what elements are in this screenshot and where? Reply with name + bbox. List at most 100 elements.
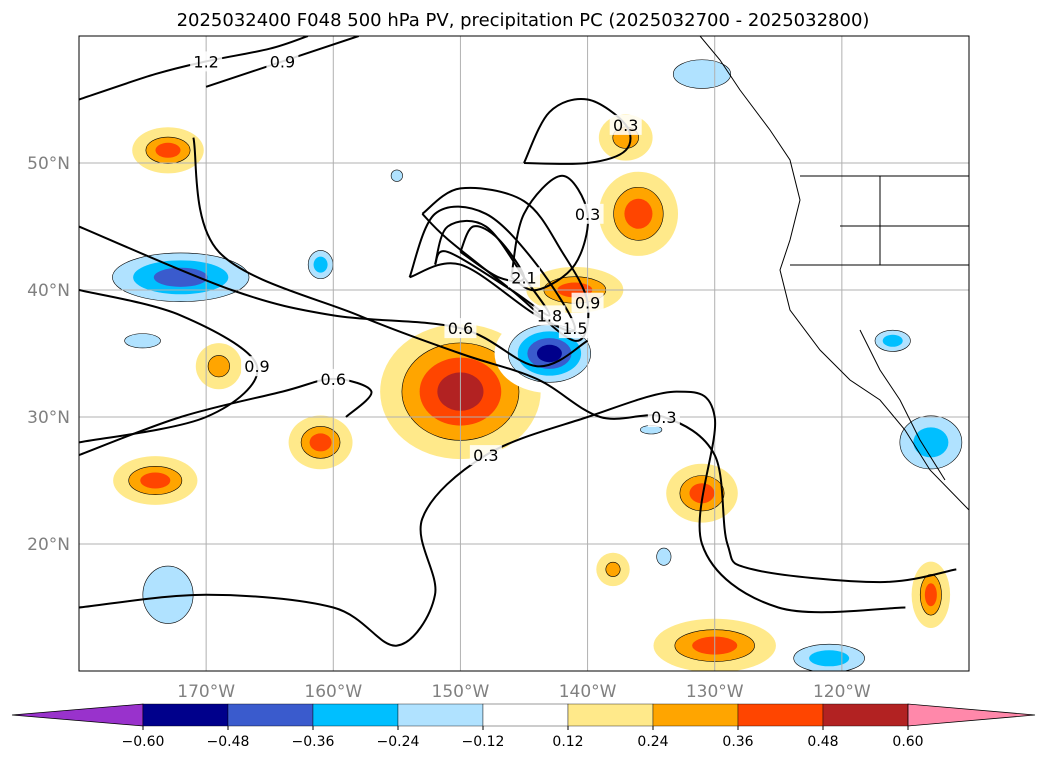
pv-contour-label: 0.3	[613, 116, 638, 135]
lon-tick-label: 160°W	[304, 682, 362, 702]
lon-tick-label: 130°W	[686, 682, 744, 702]
colorbar-bin	[737, 703, 824, 727]
precip-region	[647, 44, 757, 104]
lat-tick-label: 20°N	[27, 535, 70, 555]
precip-region	[195, 343, 242, 390]
plot-frame	[78, 35, 970, 672]
colorbar-tick-label: 0.12	[552, 734, 583, 750]
precip-region	[298, 240, 343, 289]
pv-contour-label-bg	[469, 445, 502, 466]
precip-contour-fill	[809, 650, 850, 667]
colorbar-extend-low	[11, 703, 144, 727]
lon-tick-label: 150°W	[432, 682, 490, 702]
colorbar-bin	[482, 703, 569, 727]
precip-contour-fill	[924, 583, 937, 607]
pv-contour-label-bg	[508, 267, 540, 288]
precip-contour-fill	[882, 334, 903, 347]
pv-contour-label: 1.8	[537, 306, 562, 325]
precip-contour-fill	[672, 59, 732, 89]
colorbar-tick-label: 0.36	[722, 734, 753, 750]
pv-contour-label-bg	[571, 292, 604, 313]
pv-contour-label: 0.6	[448, 319, 473, 338]
pv-contour-label: 0.6	[321, 370, 346, 389]
precip-region	[113, 456, 198, 505]
colorbar-bin	[652, 703, 739, 727]
pv-contour-labels: 0.3 0.3 0.3 0.3 0.6 0.6 0.9 0.9 0.9 1.2 1.51.82.1	[190, 51, 680, 466]
baja-coastline	[859, 329, 946, 481]
precip-contour-fill	[689, 483, 715, 504]
precip-contour-fill	[153, 267, 208, 287]
lat-tick-label: 30°N	[27, 408, 70, 428]
precip-region	[382, 161, 412, 190]
pv-contour-label-bg	[266, 51, 299, 72]
precip-contour-fill	[656, 547, 672, 566]
precip-contour-fill	[124, 333, 161, 349]
colorbar-tick-label: 0.60	[892, 734, 923, 750]
pv-contour-label-bg	[190, 51, 223, 72]
lat-tick-label: 50°N	[27, 154, 70, 174]
pv-contour-line	[79, 377, 373, 457]
colorbar-tick-label: −0.60	[122, 734, 165, 750]
precip-contour-fill	[913, 427, 949, 458]
colorbar-bin	[397, 703, 484, 727]
precip-region	[863, 321, 923, 361]
plot-area: 0.3 0.3 0.3 0.3 0.6 0.6 0.9 0.9 0.9 1.2 1.51.82.1	[79, 36, 969, 671]
pv-contour-label: 1.5	[562, 319, 587, 338]
lon-tick-label: 140°W	[559, 682, 617, 702]
precip-contour-fill	[605, 561, 621, 577]
pv-contour-label-bg	[609, 114, 642, 135]
precip-region	[666, 463, 738, 523]
north-america-coastline	[699, 36, 969, 511]
colorbar: −0.60 −0.48 −0.36 −0.24 −0.12 0.12 0.24 0.36 0.4…	[11, 703, 1036, 750]
pv-contour-label: 0.9	[244, 357, 269, 376]
pv-contour-label-bg	[444, 318, 477, 339]
pv-contour-label-bg	[241, 356, 273, 377]
pv-contour-line	[434, 219, 551, 317]
pv-contour-label: 0.3	[575, 205, 600, 224]
precip-region	[106, 324, 179, 358]
pv-contour-label-bg	[317, 368, 350, 389]
state-borders	[790, 175, 969, 266]
colorbar-bin	[312, 703, 399, 727]
precip-region	[132, 127, 204, 174]
colorbar-tick-label: 0.24	[637, 734, 668, 750]
precip-region	[87, 241, 274, 314]
precip-contour-fill	[313, 256, 328, 273]
precip-region	[774, 633, 884, 671]
pv-contour-label-bg	[571, 203, 604, 224]
pv-contour-line	[192, 137, 957, 584]
colorbar-bin	[822, 703, 909, 727]
precip-contour-fill	[207, 355, 230, 378]
axis-ticks: 170°W 160°W 150°W 140°W 130°W 120°W 20°N 30°N 40…	[27, 154, 871, 702]
pv-contour-label-bg	[533, 305, 566, 326]
pv-contour-line	[79, 225, 589, 368]
precip-contour-fill	[140, 472, 171, 489]
pv-contour-line	[408, 205, 576, 333]
pv-contour-label: 2.1	[511, 268, 536, 287]
precip-region	[288, 415, 353, 470]
pv-contour-label: 0.9	[270, 52, 295, 71]
precip-region	[598, 171, 679, 256]
colorbar-bin	[142, 703, 229, 727]
pv-contour-label-bg	[558, 318, 591, 339]
pv-contour-label: 1.2	[193, 52, 218, 71]
pv-contour-label-bg	[647, 407, 680, 427]
chart-title: 2025032400 F048 500 hPa PV, precipitatio…	[177, 10, 870, 31]
colorbar-tick-label: −0.24	[377, 734, 420, 750]
pv-contour-label: 0.9	[575, 294, 600, 313]
precip-region	[882, 400, 969, 485]
pv-contour-label: 0.3	[473, 446, 498, 465]
precip-contour-fill	[155, 142, 181, 158]
precip-contour-fill	[390, 169, 403, 182]
colorbar-bin	[227, 703, 314, 727]
lon-tick-label: 120°W	[813, 682, 871, 702]
colorbar-tick-label: −0.48	[207, 734, 250, 750]
colorbar-extend-high	[907, 703, 1036, 727]
lat-tick-label: 40°N	[27, 281, 70, 301]
precip-contour-fill	[624, 198, 653, 229]
precip-region	[596, 552, 630, 587]
colorbar-tick-label: −0.12	[462, 734, 505, 750]
precip-contour-fill	[309, 433, 332, 452]
precip-contour-fill	[536, 344, 562, 363]
